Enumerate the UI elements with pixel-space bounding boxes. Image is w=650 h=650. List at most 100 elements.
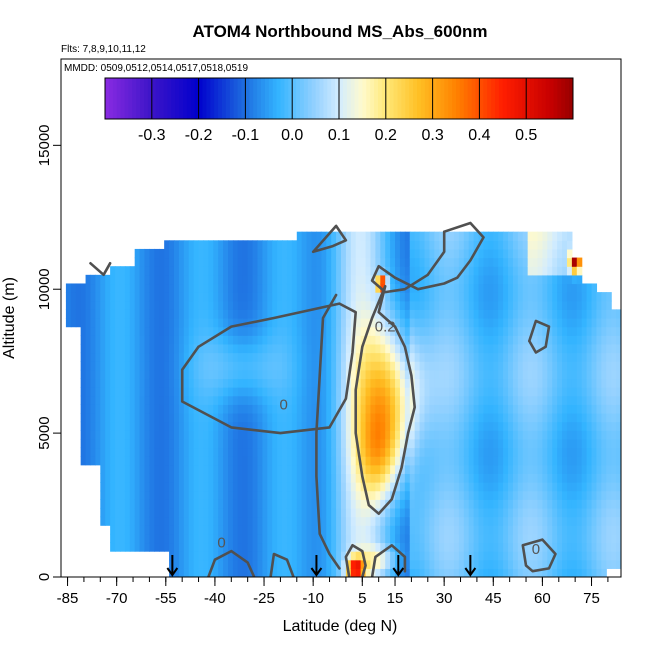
colorbar-swatch xyxy=(323,78,328,119)
colorbar-swatch xyxy=(487,78,492,119)
colorbar-swatch xyxy=(479,78,484,119)
colorbar-swatch xyxy=(237,78,242,119)
colorbar-swatch xyxy=(268,78,274,119)
colorbar-swatch xyxy=(424,78,430,119)
colorbar-swatch xyxy=(233,78,239,119)
contour-label: 0 xyxy=(217,535,225,552)
colorbar-swatch xyxy=(253,78,258,119)
colorbar-swatch xyxy=(186,78,192,119)
colorbar-tick-label: 0.1 xyxy=(328,127,350,144)
colorbar-swatch xyxy=(452,78,457,119)
colorbar-swatch xyxy=(346,78,352,119)
colorbar-swatch xyxy=(276,78,281,119)
colorbar-swatch xyxy=(225,78,231,119)
colorbar-swatch xyxy=(526,78,531,119)
colorbar-swatch xyxy=(553,78,558,119)
contour-labels: 0.2 0 0 0 xyxy=(217,319,540,558)
colorbar-swatch xyxy=(175,78,180,119)
colorbar-swatch xyxy=(374,78,379,119)
y-tick-label: 10000 xyxy=(36,268,53,310)
colorbar-swatch xyxy=(471,78,476,119)
colorbar-swatch xyxy=(413,78,418,119)
y-tick-label: 5000 xyxy=(36,416,53,449)
colorbar-swatch xyxy=(179,78,184,119)
colorbar-swatch xyxy=(151,78,157,119)
x-tick-label: 45 xyxy=(485,590,502,607)
colorbar-swatch xyxy=(514,78,519,119)
x-tick-label: -55 xyxy=(155,590,177,607)
colorbar-swatch xyxy=(245,78,250,119)
colorbar-swatch xyxy=(342,78,348,119)
y-axis-label: Altitude (m) xyxy=(1,277,18,359)
colorbar-swatch xyxy=(397,78,402,119)
colorbar-swatch xyxy=(218,78,223,119)
colorbar-swatch xyxy=(456,78,461,119)
colorbar-swatch xyxy=(440,78,445,119)
colorbar-swatch xyxy=(311,78,317,119)
colorbar-swatch xyxy=(140,78,145,119)
colorbar-swatch xyxy=(389,78,395,119)
colorbar-swatch xyxy=(264,78,270,119)
colorbar-tick-label: 0.2 xyxy=(375,127,397,144)
colorbar-tick-label: 0.5 xyxy=(515,127,537,144)
plot-frame xyxy=(60,58,622,578)
colorbar-swatch xyxy=(502,78,508,119)
colorbar-swatch xyxy=(350,78,356,119)
profile-marker-arrow xyxy=(464,555,477,577)
colorbar-swatch xyxy=(108,78,114,119)
colorbar-swatch xyxy=(241,78,246,119)
colorbar-swatch xyxy=(378,78,383,119)
colorbar-tick-label: -0.3 xyxy=(138,127,166,144)
colorbar-swatch xyxy=(444,78,449,119)
colorbar-swatch xyxy=(229,78,235,119)
x-tick-label: -25 xyxy=(253,590,275,607)
colorbar-swatch xyxy=(510,78,515,119)
x-tick-label: -85 xyxy=(57,590,79,607)
contour-lines xyxy=(89,221,557,577)
colorbar-swatch xyxy=(405,78,410,119)
colorbar-swatch xyxy=(194,78,200,119)
colorbar-swatch xyxy=(467,78,473,119)
colorbar-swatch xyxy=(537,78,543,119)
colorbar-swatch xyxy=(300,78,305,119)
colorbar-swatch xyxy=(463,78,469,119)
colorbar-swatch xyxy=(545,78,551,119)
colorbar-swatch xyxy=(198,78,203,119)
colorbar-swatch xyxy=(436,78,441,119)
colorbar-swatch xyxy=(163,78,168,119)
colorbar-swatch xyxy=(370,78,375,119)
colorbar-swatch xyxy=(409,78,414,119)
colorbar-swatch xyxy=(339,78,344,119)
colorbar-swatch xyxy=(549,78,554,119)
colorbar-swatch xyxy=(159,78,164,119)
colorbar-tick-label: -0.2 xyxy=(185,127,213,144)
colorbar-swatch xyxy=(475,78,480,119)
y-tick-label: 0 xyxy=(36,573,53,581)
profile-marker-arrow xyxy=(392,555,405,577)
colorbar-swatch xyxy=(222,78,227,119)
x-axis-label: Latitude (deg N) xyxy=(283,618,398,635)
colorbar-tick-label: -0.1 xyxy=(232,127,260,144)
colorbar-swatch xyxy=(459,78,465,119)
colorbar-swatch xyxy=(362,78,367,119)
colorbar-swatch xyxy=(569,78,574,119)
colorbar-swatch xyxy=(261,78,266,119)
colorbar-swatch xyxy=(303,78,309,119)
colorbar-swatch xyxy=(448,78,453,119)
flights-note: Flts: 7,8,9,10,11,12 xyxy=(61,44,146,55)
colorbar-swatch xyxy=(288,78,293,119)
colorbar-swatch xyxy=(401,78,406,119)
chart-title: ATOM4 Northbound MS_Abs_600nm xyxy=(192,22,487,41)
colorbar-swatch xyxy=(210,78,215,119)
colorbar-swatch xyxy=(280,78,285,119)
colorbar-swatch xyxy=(565,78,570,119)
colorbar-swatch xyxy=(381,78,387,119)
colorbar-swatch xyxy=(534,78,539,119)
colorbar-swatch xyxy=(530,78,535,119)
colorbar-swatch xyxy=(257,78,262,119)
colorbar-swatch xyxy=(183,78,188,119)
colorbar-swatch xyxy=(144,78,149,119)
colorbar-swatch xyxy=(366,78,371,119)
colorbar-swatch xyxy=(190,78,196,119)
